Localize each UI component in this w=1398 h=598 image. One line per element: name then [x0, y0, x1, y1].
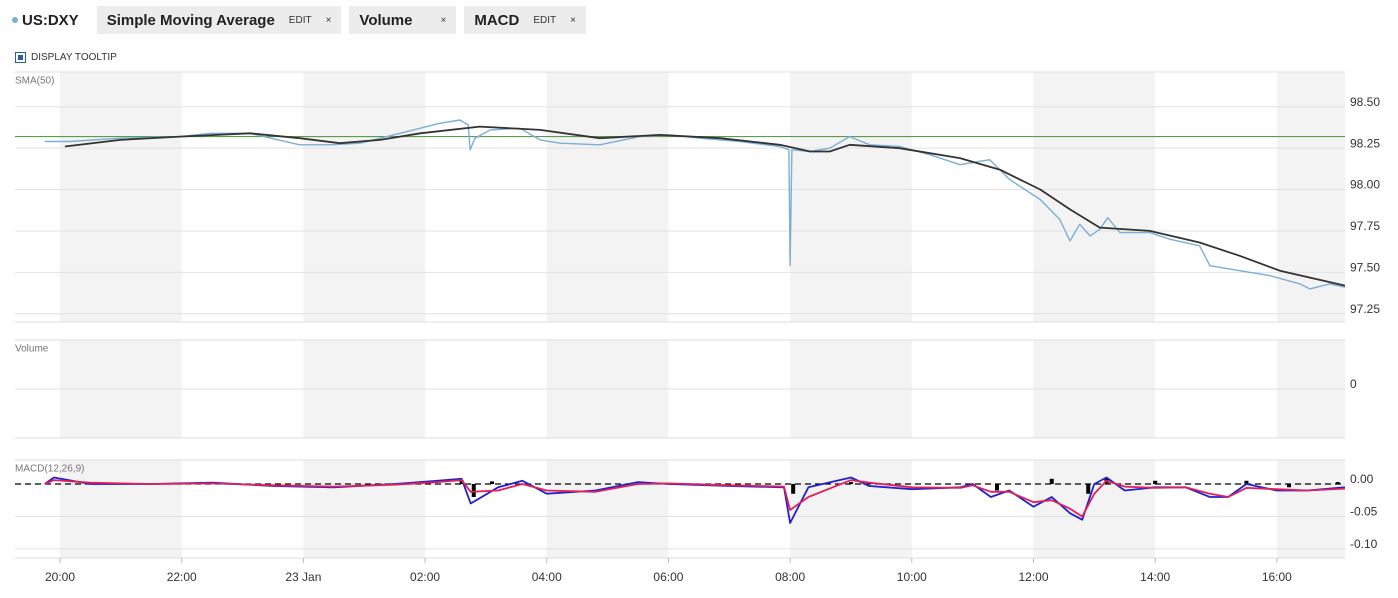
histogram-bar [1153, 480, 1158, 485]
session-band [1033, 72, 1156, 322]
series-line [44, 479, 1346, 518]
tab[interactable]: MACD EDIT × [464, 6, 586, 34]
y-tick-label: -0.10 [1350, 537, 1378, 551]
y-tick-label: 98.50 [1350, 95, 1380, 109]
x-tick-label: 10:00 [897, 570, 927, 584]
panel-label: Volume [15, 344, 49, 355]
y-tick-label: 0.00 [1350, 472, 1374, 486]
x-tick-label: 23 Jan [285, 570, 321, 584]
x-tick-label: 04:00 [532, 570, 562, 584]
histogram-bar [1049, 478, 1054, 485]
tab-label: Simple Moving Average [106, 11, 275, 29]
tab-label: Volume [359, 11, 413, 29]
session-band [790, 72, 912, 322]
series-line [64, 125, 1346, 287]
symbol-label: US:DXY [22, 11, 79, 29]
histogram-bar [1086, 484, 1091, 494]
y-tick-label: 97.50 [1350, 261, 1380, 275]
histogram-bar [994, 484, 999, 491]
close-button[interactable]: × [325, 14, 332, 26]
symbol[interactable]: US:DXY [0, 12, 89, 29]
histogram-bar [1335, 482, 1340, 485]
edit-button[interactable]: EDIT [533, 14, 557, 26]
session-band [546, 72, 669, 322]
x-tick-label: 06:00 [653, 570, 683, 584]
x-tick-label: 20:00 [45, 570, 75, 584]
session-band [790, 460, 912, 558]
tab[interactable]: Simple Moving Average EDIT × [96, 6, 342, 34]
histogram-bar [471, 484, 476, 497]
symbol-dot [12, 17, 18, 23]
session-band [60, 460, 182, 558]
histogram-bar [791, 484, 796, 494]
tooltip-label: DISPLAY TOOLTIP [31, 52, 117, 63]
session-band [303, 460, 426, 558]
toolbar: US:DXY Simple Moving Average EDIT × Volume… [0, 6, 586, 34]
edit-button[interactable]: EDIT [288, 14, 312, 26]
y-tick-label: -0.05 [1350, 505, 1378, 519]
histogram-bar [489, 481, 494, 485]
session-band [303, 72, 426, 322]
y-tick-label: 98.25 [1350, 136, 1380, 150]
tab-label: MACD [474, 11, 520, 29]
close-button[interactable]: × [570, 14, 576, 26]
x-tick-label: 02:00 [410, 570, 440, 584]
histogram-bar [1287, 484, 1292, 488]
close-button[interactable]: × [440, 14, 447, 26]
tooltip-toggle[interactable]: DISPLAY TOOLTIP [15, 52, 117, 63]
panel-label: MACD(12,26,9) [15, 464, 84, 475]
x-tick-label: 08:00 [775, 570, 805, 584]
histogram-bar [1244, 480, 1249, 485]
x-tick-label: 22:00 [167, 570, 197, 584]
session-band [546, 460, 669, 558]
session-band [1033, 460, 1156, 558]
checkbox[interactable] [15, 52, 26, 63]
y-tick-label: 97.75 [1350, 219, 1380, 233]
y-tick-label: 98.00 [1350, 178, 1380, 192]
panel-label: SMA(50) [15, 76, 54, 87]
y-tick-label: 97.25 [1350, 302, 1380, 316]
x-tick-label: 12:00 [1018, 570, 1048, 584]
histogram-bar [459, 480, 464, 485]
tab[interactable]: Volume × [349, 6, 457, 34]
y-tick-label: 0 [1350, 377, 1357, 391]
histogram-bar [848, 482, 853, 485]
session-band [60, 72, 182, 322]
x-tick-label: 16:00 [1262, 570, 1292, 584]
x-tick-label: 14:00 [1140, 570, 1170, 584]
series-line [44, 119, 1346, 290]
session-band [1276, 460, 1345, 558]
